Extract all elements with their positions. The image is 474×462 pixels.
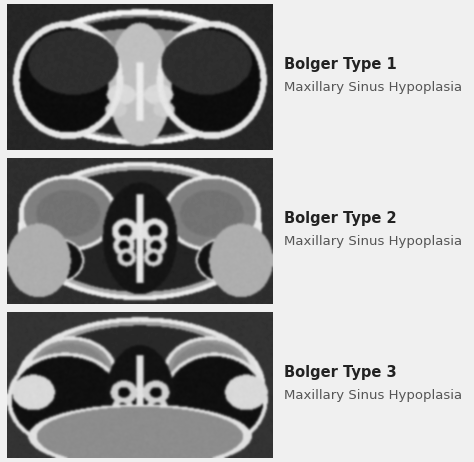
Text: Bolger Type 2: Bolger Type 2	[284, 211, 397, 225]
Text: Maxillary Sinus Hypoplasia: Maxillary Sinus Hypoplasia	[284, 389, 463, 401]
Text: Maxillary Sinus Hypoplasia: Maxillary Sinus Hypoplasia	[284, 81, 463, 94]
Text: Maxillary Sinus Hypoplasia: Maxillary Sinus Hypoplasia	[284, 235, 463, 248]
Text: Bolger Type 3: Bolger Type 3	[284, 365, 397, 380]
Text: Bolger Type 1: Bolger Type 1	[284, 56, 397, 72]
